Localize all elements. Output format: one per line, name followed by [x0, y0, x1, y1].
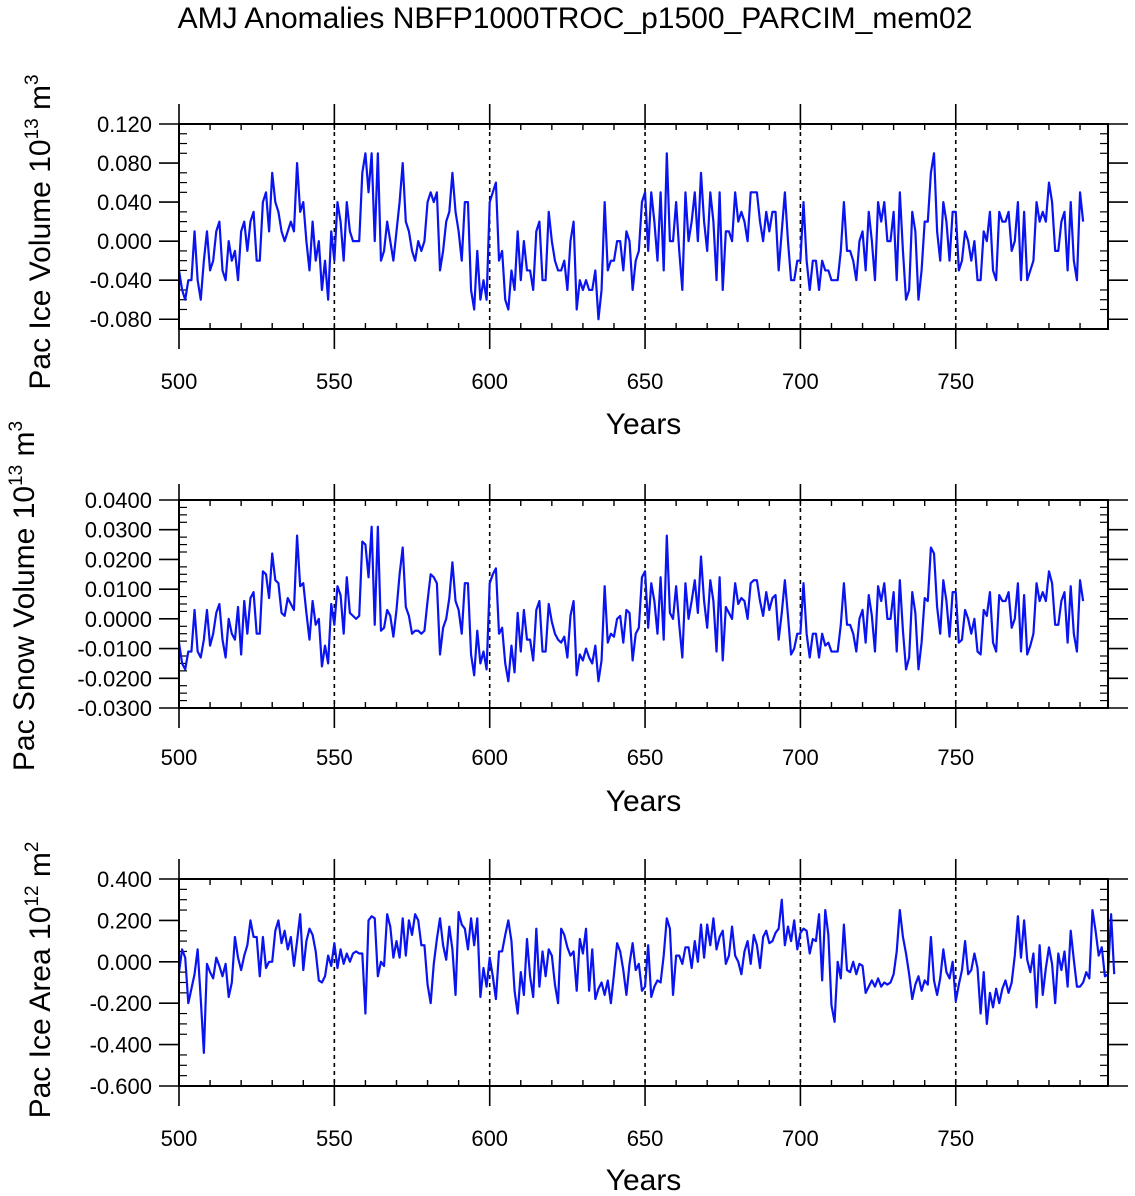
plot-frame [178, 878, 1109, 1087]
y-tick-label: 0.040 [97, 190, 152, 215]
y-tick-label: 0.200 [97, 908, 152, 933]
y-tick-label: 0.0300 [85, 518, 152, 543]
series-line [177, 152, 1085, 321]
y-tick-label: -0.600 [90, 1074, 152, 1099]
y-tick-label: -0.200 [90, 991, 152, 1016]
x-tick-label: 600 [471, 1126, 508, 1151]
x-tick-label: 500 [161, 369, 198, 394]
x-tick-label: 650 [627, 369, 664, 394]
series-line [177, 898, 1116, 1054]
y-tick-label: 0.120 [97, 112, 152, 137]
y-tick-label: -0.0300 [77, 696, 152, 721]
y-tick-label: 0.000 [97, 229, 152, 254]
y-axis-label: Pac Ice Volume 1013 m3 [22, 74, 57, 389]
chart-panel-3: -0.600 -0.400 -0.200 0.000 0.200 0.400 500 550 6… [22, 842, 1128, 1196]
x-axis-label: Years [606, 1164, 682, 1196]
x-axis-label: Years [606, 408, 682, 441]
x-tick-label: 750 [937, 1126, 974, 1151]
figure-title: AMJ Anomalies NBFP1000TROC_p1500_PARCIM_… [178, 2, 973, 35]
x-tick-label: 600 [471, 369, 508, 394]
x-tick-label: 750 [937, 369, 974, 394]
chart-panel-1: -0.080 -0.040 0.000 0.040 0.080 0.120 500 550 60… [22, 74, 1128, 441]
y-tick-label: -0.0100 [77, 637, 152, 662]
x-tick-label: 500 [161, 1126, 198, 1151]
chart-panel-2: -0.0300 -0.0200 -0.0100 0.0000 0.0100 0.0200 0… [6, 421, 1128, 818]
x-tick-label: 550 [316, 369, 353, 394]
y-tick-label: -0.040 [90, 268, 152, 293]
y-tick-label: 0.0200 [85, 547, 152, 572]
y-tick-label: 0.0100 [85, 577, 152, 602]
y-axis-label: Pac Ice Area 1012 m2 [22, 842, 57, 1119]
x-tick-label: 700 [782, 1126, 819, 1151]
y-tick-label: 0.400 [97, 867, 152, 892]
x-tick-label: 650 [627, 1126, 664, 1151]
x-tick-label: 600 [471, 745, 508, 770]
x-axis-label: Years [606, 785, 682, 818]
y-tick-label: -0.080 [90, 307, 152, 332]
y-tick-label: 0.0400 [85, 488, 152, 513]
y-tick-label: 0.080 [97, 151, 152, 176]
y-tick-label: 0.000 [97, 950, 152, 975]
x-tick-label: 700 [782, 369, 819, 394]
series-line [177, 525, 1085, 683]
y-tick-label: 0.0000 [85, 607, 152, 632]
y-axis-label: Pac Snow Volume 1013 m3 [6, 421, 41, 771]
y-tick-label: -0.0200 [77, 666, 152, 691]
x-tick-label: 750 [937, 745, 974, 770]
x-tick-label: 550 [316, 1126, 353, 1151]
x-tick-label: 700 [782, 745, 819, 770]
x-tick-label: 650 [627, 745, 664, 770]
plot-frame [178, 123, 1109, 330]
x-tick-label: 550 [316, 745, 353, 770]
y-tick-label: -0.400 [90, 1033, 152, 1058]
x-tick-label: 500 [161, 745, 198, 770]
plot-frame [178, 499, 1109, 709]
